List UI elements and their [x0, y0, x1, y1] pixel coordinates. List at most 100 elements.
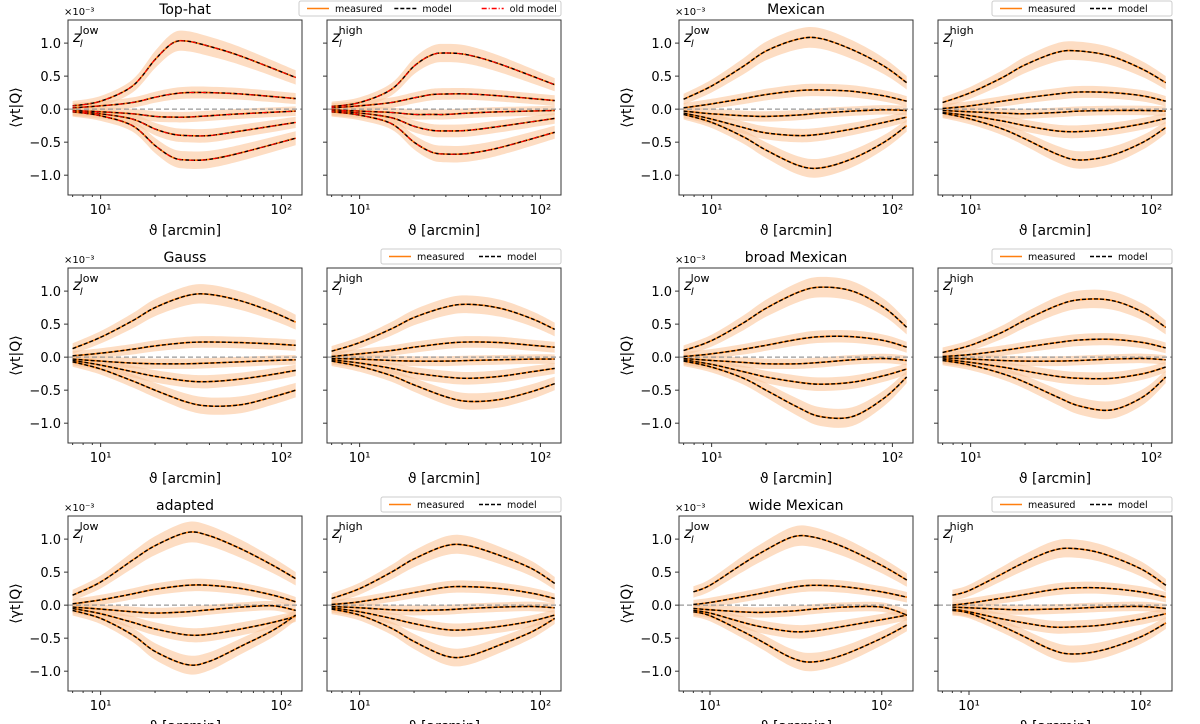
- model-line: [331, 359, 555, 380]
- model-line: [952, 608, 1167, 629]
- y-tick-label: 1.0: [651, 37, 672, 52]
- model-line: [683, 286, 908, 352]
- error-band: [942, 107, 1166, 139]
- chart-group-top-hat: Top-hat measured model old model 1.0 0.5 0.0 −0…: [8, 0, 562, 239]
- error-band: [72, 30, 296, 111]
- plot-area: [68, 284, 302, 415]
- y-tick-label: 0.0: [40, 599, 61, 614]
- model-line: [942, 49, 1167, 104]
- error-band: [952, 604, 1166, 634]
- model-line: [72, 531, 297, 596]
- z-symbol: z: [942, 524, 952, 542]
- z-symbol: z: [683, 28, 693, 46]
- y-tick-label: 0.0: [40, 103, 61, 118]
- legend: measured model: [991, 248, 1173, 265]
- model-line: [331, 303, 555, 352]
- plot-area: [68, 521, 302, 675]
- x-axis-label: ϑ [arcmin]: [408, 223, 480, 239]
- x-tick-label: 10¹: [349, 699, 371, 714]
- error-band: [683, 276, 907, 356]
- error-band: [72, 355, 296, 389]
- legend-label: measured: [1028, 252, 1075, 263]
- legend: measured model: [991, 0, 1173, 17]
- y-tick-label: 1.0: [40, 533, 61, 548]
- model-line: [942, 112, 1167, 161]
- error-band: [693, 579, 907, 610]
- redshift-label: zl high: [331, 272, 363, 298]
- axes-frame: [326, 515, 562, 692]
- z-subscript: l: [950, 39, 953, 50]
- panel-high: 10¹ 10² ϑ [arcmin] zl high: [934, 19, 1173, 239]
- model-line: [683, 335, 907, 358]
- y-tick-label: 1.0: [40, 285, 61, 300]
- panel-low: 1.0 0.5 0.0 −0.5 −1.0 10¹ 10² ϑ [arcmin] zl low ×1…: [619, 255, 914, 487]
- legend: measured model: [380, 248, 562, 265]
- old-model-line: [72, 91, 296, 109]
- plot-area: [938, 41, 1172, 169]
- z-superscript: low: [691, 24, 710, 37]
- y-tick-label: −0.5: [29, 136, 61, 151]
- panel-low: 1.0 0.5 0.0 −0.5 −1.0 10¹ 10² ϑ [arcmin] zl low ×1…: [8, 503, 303, 724]
- z-symbol: z: [942, 276, 952, 294]
- model-line: [942, 111, 1166, 133]
- axes-frame: [67, 267, 303, 444]
- x-tick-label: 10¹: [349, 451, 371, 466]
- error-band: [331, 87, 555, 113]
- z-superscript: low: [691, 520, 710, 533]
- model-line: [331, 608, 556, 659]
- error-band: [683, 356, 907, 428]
- redshift-label: zl low: [72, 520, 98, 546]
- legend-frame: [991, 496, 1173, 513]
- legend-label: model: [1118, 4, 1148, 15]
- z-symbol: z: [331, 28, 341, 46]
- y-axis-label: ⟨γt|Q⟩: [619, 335, 635, 375]
- model-line: [693, 611, 908, 663]
- z-symbol: z: [942, 28, 952, 46]
- model-line: [331, 605, 555, 612]
- error-band: [942, 289, 1166, 358]
- model-line: [942, 358, 1166, 380]
- legend-label: model: [1118, 500, 1148, 511]
- model-line: [72, 359, 296, 383]
- legend-label: measured: [417, 500, 464, 511]
- y-tick-label: −0.5: [640, 136, 672, 151]
- legend-label: measured: [417, 252, 464, 263]
- model-line: [683, 36, 908, 100]
- y-tick-label: 0.5: [651, 566, 672, 581]
- z-superscript: low: [80, 520, 99, 533]
- panel-high: 10¹ 10² ϑ [arcmin] zl high: [323, 267, 562, 487]
- z-superscript: high: [950, 272, 974, 285]
- y-tick-label: 0.5: [651, 70, 672, 85]
- x-axis-label: ϑ [arcmin]: [1019, 471, 1091, 487]
- x-tick-label: 10²: [882, 203, 904, 218]
- error-band: [683, 109, 907, 178]
- model-line: [331, 543, 556, 600]
- error-band: [693, 606, 907, 672]
- old-model-line: [331, 52, 555, 107]
- error-band: [331, 604, 555, 667]
- axes-frame: [67, 515, 303, 692]
- model-line: [683, 357, 907, 365]
- model-line: [942, 298, 1167, 354]
- legend: measured model: [991, 496, 1173, 513]
- y-multiplier: ×10⁻³: [64, 503, 94, 514]
- x-axis-label: ϑ [arcmin]: [149, 719, 221, 724]
- z-subscript: l: [339, 535, 342, 546]
- legend: measured model old model: [298, 0, 562, 17]
- chart-group-wide-mexican: wide Mexican measured model 1.0 0.5 0.0 −0.5 −1…: [619, 496, 1173, 724]
- legend-label: model: [1118, 252, 1148, 263]
- model-line: [331, 585, 555, 606]
- z-subscript: l: [950, 535, 953, 546]
- z-superscript: low: [80, 272, 99, 285]
- x-tick-label: 10¹: [960, 451, 982, 466]
- error-band: [942, 333, 1166, 362]
- model-line: [72, 609, 297, 666]
- x-tick-label: 10²: [271, 699, 293, 714]
- x-axis-label: ϑ [arcmin]: [408, 719, 480, 724]
- model-line: [683, 360, 908, 420]
- redshift-label: zl low: [72, 24, 98, 50]
- z-superscript: high: [339, 24, 363, 37]
- x-tick-label: 10²: [1141, 203, 1163, 218]
- z-superscript: high: [950, 24, 974, 37]
- model-line: [693, 605, 908, 616]
